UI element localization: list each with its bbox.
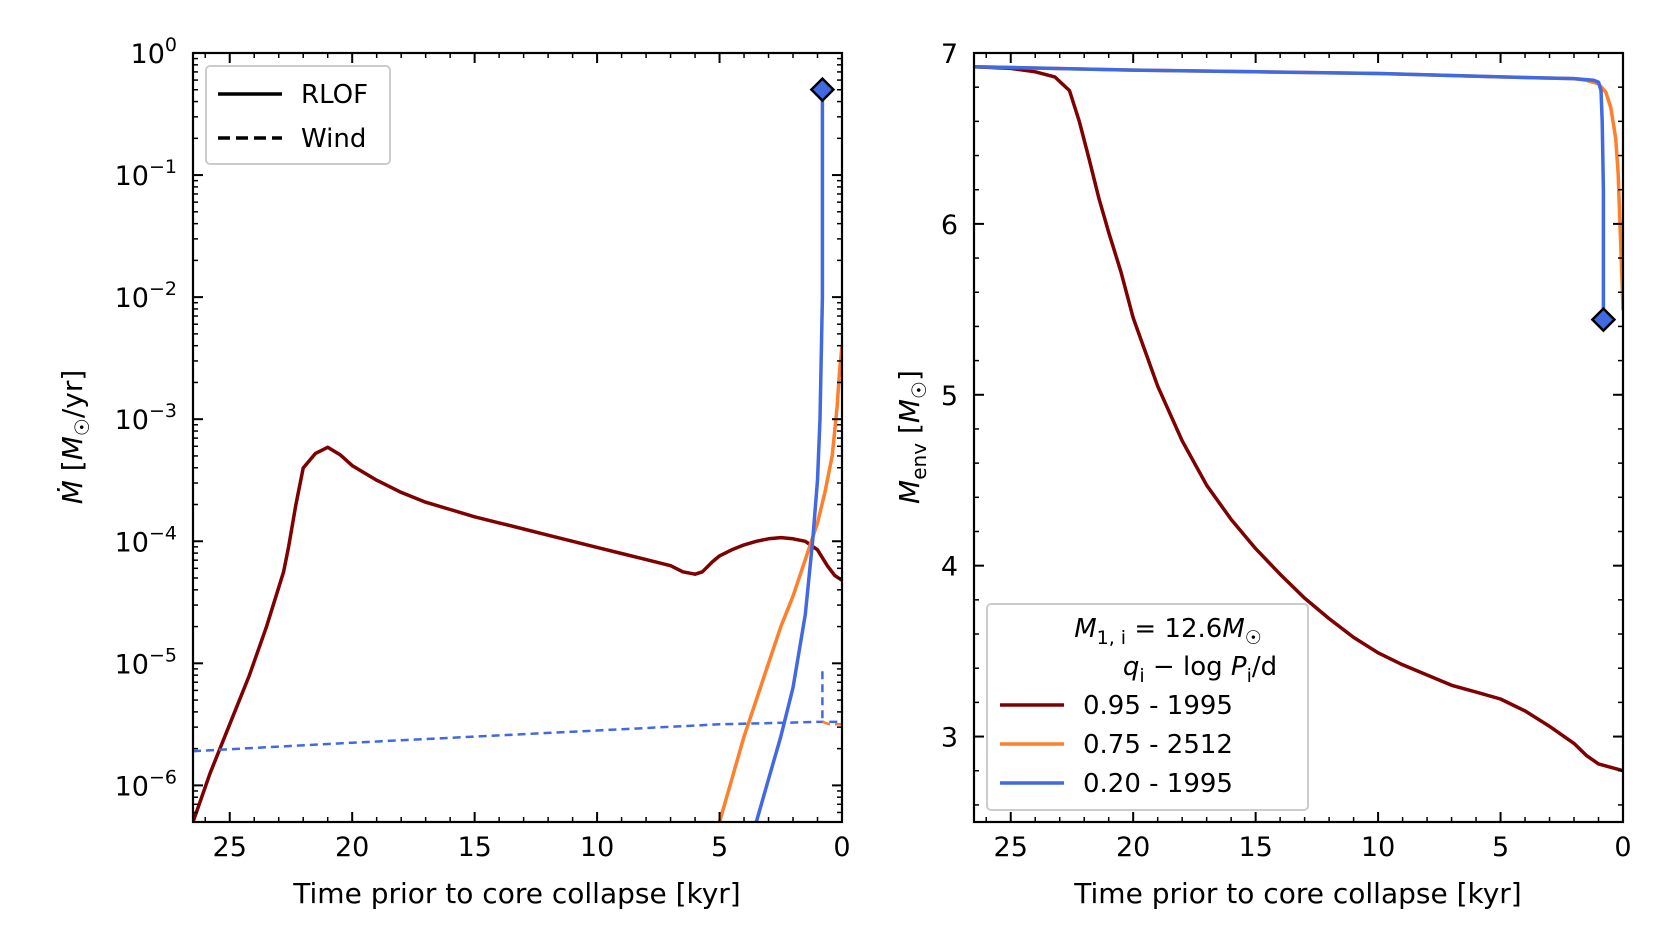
right-x-axis-label: Time prior to core collapse [kyr] <box>1073 877 1521 910</box>
legend-label-0-20-1995: 0.20 - 1995 <box>1083 769 1233 799</box>
y-tick-label: 10−5 <box>115 644 177 680</box>
series-line-2 <box>974 64 1606 312</box>
x-tick-label: 15 <box>1238 832 1272 863</box>
legend-title-params: qi − log Pi/d <box>1123 652 1277 687</box>
legend-label-rlof: RLOF <box>301 80 368 110</box>
series-line-1 <box>974 64 1623 312</box>
left-plot-area <box>193 87 842 822</box>
left-x-axis-label: Time prior to core collapse [kyr] <box>292 877 740 910</box>
x-tick-label: 10 <box>580 832 614 863</box>
left-y-axis-label: Ṁ [M☉/yr] <box>56 370 94 505</box>
series-line-0 <box>974 64 1623 773</box>
left-legend-box <box>205 65 391 165</box>
legend-title-mass: M1, i = 12.6M☉ <box>1074 614 1262 649</box>
series-line-5 <box>822 720 842 726</box>
right-axes-frame <box>972 51 1625 824</box>
legend-label-0-75-2512: 0.75 - 2512 <box>1083 730 1233 760</box>
x-tick-label: 20 <box>1116 832 1150 863</box>
y-tick-label: 4 <box>941 552 958 583</box>
y-tick-label: 10−1 <box>115 156 177 192</box>
x-tick-label: 10 <box>1361 832 1395 863</box>
x-tick-label: 0 <box>833 832 850 863</box>
y-tick-label: 10−4 <box>115 522 177 558</box>
x-tick-label: 5 <box>1492 832 1509 863</box>
right-legend: M1, i = 12.6M☉ qi − log Pi/d 0.95 - 1995… <box>986 603 1309 811</box>
left-legend: RLOF Wind <box>205 65 391 165</box>
left-tick-labels: 25 20 15 10 5 0 100 10−1 10−2 10−3 10−4 10−5 10−6 <box>115 34 851 863</box>
x-tick-label: 5 <box>711 832 728 863</box>
series-line-0 <box>193 445 842 822</box>
endpoint-diamond-marker <box>809 76 836 103</box>
right-tick-labels: 25 20 15 10 5 0 3 4 5 6 7 <box>941 39 1632 863</box>
y-tick-label: 10−6 <box>115 766 177 802</box>
svg-text:Ṁ [M☉/yr]: Ṁ [M☉/yr] <box>56 370 94 505</box>
series-line-1 <box>717 344 842 822</box>
legend-label-wind: Wind <box>301 124 366 154</box>
y-tick-label: 5 <box>941 381 958 412</box>
right-chart-panel: 25 20 15 10 5 0 3 4 5 6 7 M1, i = 12.6M☉ qi − log … <box>893 39 1632 910</box>
series-line-2 <box>754 87 825 822</box>
series-line-3 <box>193 720 842 753</box>
x-tick-label: 20 <box>335 832 369 863</box>
right-legend-box <box>986 603 1309 811</box>
right-plot-area <box>974 64 1623 773</box>
left-tick-marks <box>193 52 843 822</box>
svg-text:Menv [M☉]: Menv [M☉] <box>893 370 931 504</box>
y-tick-label: 6 <box>941 210 958 241</box>
y-tick-label: 100 <box>131 34 177 70</box>
x-tick-label: 25 <box>213 832 247 863</box>
x-tick-label: 25 <box>994 832 1028 863</box>
y-tick-label: 3 <box>941 723 958 754</box>
endpoint-diamond-marker <box>1590 306 1617 333</box>
y-tick-label: 10−2 <box>115 278 177 314</box>
left-axes-frame <box>191 51 844 824</box>
y-tick-label: 10−3 <box>115 400 177 436</box>
right-y-axis-label: Menv [M☉] <box>893 370 931 504</box>
x-tick-label: 15 <box>457 832 491 863</box>
y-tick-label: 7 <box>941 39 958 70</box>
x-tick-label: 0 <box>1614 832 1631 863</box>
legend-label-0-95-1995: 0.95 - 1995 <box>1083 691 1233 721</box>
left-chart-panel: 25 20 15 10 5 0 100 10−1 10−2 10−3 10−4 10−5 10−6 RL… <box>56 34 851 910</box>
